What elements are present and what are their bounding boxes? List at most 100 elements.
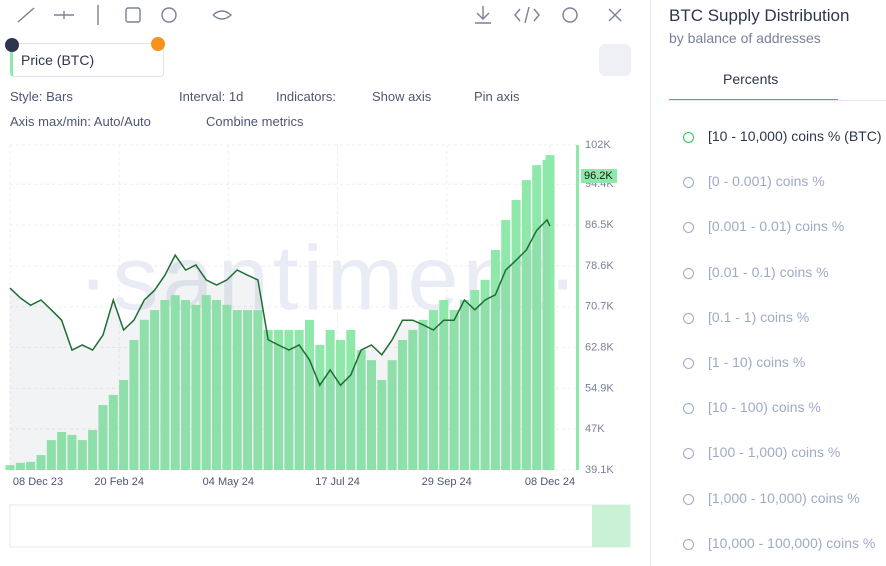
bar [305,319,315,470]
item-icon [683,222,694,234]
metric-item[interactable]: [10 - 10,000) coins % (BTC) [708,128,882,144]
bar [459,300,469,470]
emoji-tool[interactable] [161,7,177,23]
tab[interactable]: Percents [723,71,779,87]
y-tick-label: 86.5K [585,219,614,231]
metric-title: Price (BTC) [21,52,95,68]
bar [470,289,480,470]
bar [274,329,284,470]
bar [511,199,521,471]
bar [284,329,294,470]
line-tool[interactable] [17,7,35,23]
bar [170,295,180,470]
metric-item[interactable]: [1 - 10) coins % [708,354,806,370]
y-tick-label: 62.8K [585,341,614,353]
pin-axis[interactable]: Pin axis [474,89,520,104]
combine-metrics[interactable]: Combine metrics [206,114,304,129]
x-tick-label: 29 Sep 24 [422,476,472,488]
bar [5,465,15,470]
chart: ·santiment·39.1K47K54.9K62.8K70.7K78.6K8… [5,139,631,548]
bar [346,329,356,470]
bar [428,310,438,470]
y-tick-label: 78.6K [585,260,614,272]
item-icon [683,448,694,460]
bar [88,430,98,470]
bar [532,165,542,470]
bar [294,329,304,470]
record-button[interactable] [599,44,631,76]
sidebar-subtitle: by balance of addresses [669,30,821,46]
metric-item[interactable]: [1,000 - 10,000) coins % [708,489,860,506]
metric-chip[interactable]: Price (BTC) [10,43,164,77]
metric-item[interactable]: [100 - 1,000) coins % [708,444,841,461]
bar [232,310,242,470]
bar [408,329,418,470]
x-tick-label: 04 May 24 [203,476,254,488]
bar [480,279,490,470]
bar [545,155,555,470]
value-tag: 96.2K [584,170,613,182]
fullscreen[interactable] [608,8,622,22]
show-axis[interactable]: Show axis [372,89,432,104]
bar [315,344,325,470]
bar [397,340,407,470]
item-icon [683,177,694,189]
metric-item[interactable]: [0.01 - 0.1) coins % [708,263,829,280]
download[interactable] [475,6,491,24]
note-tool[interactable] [125,7,141,23]
bar [325,329,335,470]
bar [57,431,67,470]
bar [36,455,46,470]
bar [501,220,511,470]
metric-item[interactable]: [10 - 100) coins % [708,399,821,416]
axis-minmax[interactable]: Axis max/min: Auto/Auto [10,114,151,129]
navigator-window[interactable] [592,505,630,547]
hline-tool[interactable] [54,11,74,19]
bar [521,180,531,470]
settings[interactable] [562,7,578,23]
bar [387,360,397,470]
bar [150,310,160,470]
item-icon [683,312,694,324]
y-tick-label: 70.7K [585,301,614,313]
bar [139,319,149,470]
x-tick-label: 08 Dec 24 [525,476,575,488]
bar [449,310,459,470]
bar [356,350,366,470]
bar [67,434,77,470]
interval-select[interactable]: Interval: 1d [179,89,244,104]
bar [181,300,191,470]
indicators-select[interactable]: Indicators: [276,89,336,104]
price-area [10,219,550,470]
bar [98,405,108,470]
style-select[interactable]: Style: Bars [10,89,73,104]
bar [15,462,25,470]
divider [650,0,651,566]
metric-item[interactable]: [0.1 - 1) coins % [708,308,810,325]
y-tick-label: 39.1K [585,464,614,476]
toolbar [17,5,622,25]
bar [160,300,170,470]
y-tick-label: 47K [585,423,605,435]
embed[interactable] [514,6,540,24]
navigator[interactable] [9,504,631,548]
x-tick-label: 20 Feb 24 [94,476,144,488]
metric-item[interactable]: [0 - 0.001) coins % [708,173,825,190]
price-line [9,218,551,387]
bar [243,310,253,470]
item-icon [683,493,694,505]
bar [253,310,263,470]
x-tick-label: 08 Dec 23 [13,476,63,488]
bar [119,379,129,470]
bar [191,304,201,470]
btc-icon [151,37,165,51]
metric-item[interactable]: [10,000 - 100,000) coins % [708,534,876,551]
metric-item[interactable]: [0.001 - 0.01) coins % [708,218,845,235]
bar [418,319,428,470]
bar [377,379,387,470]
bar [26,461,36,470]
bar [366,360,376,470]
eye-tool[interactable] [212,10,233,20]
bar [335,340,345,470]
